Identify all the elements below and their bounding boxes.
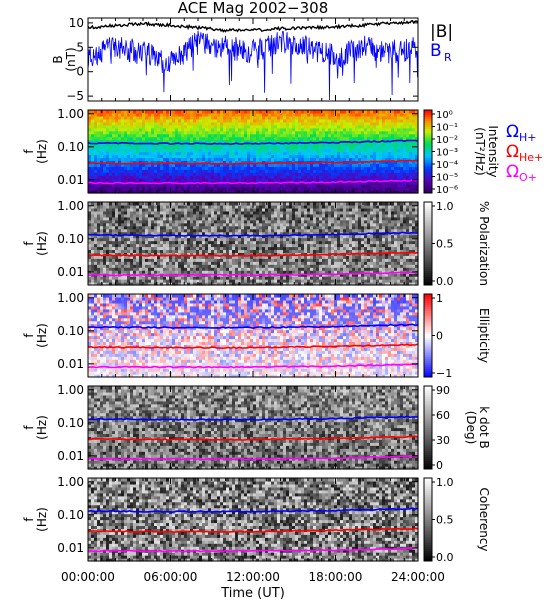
spectrogram-layer bbox=[88, 18, 432, 562]
figure-title: ACE Mag 2002−308 bbox=[178, 0, 329, 17]
